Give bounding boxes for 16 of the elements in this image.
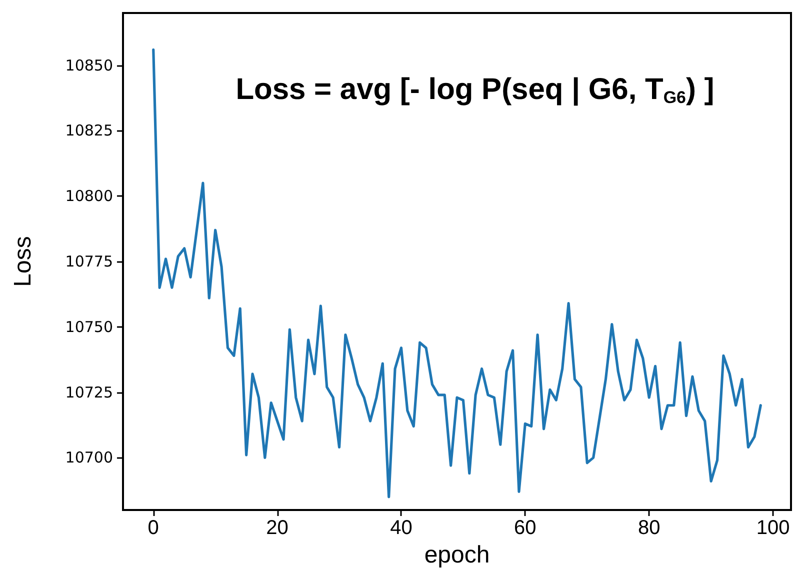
x-axis-title: epoch xyxy=(424,541,490,568)
y-tick-label: 10850 xyxy=(65,56,113,74)
y-tick-label: 10725 xyxy=(65,383,113,402)
y-tick-label: 10800 xyxy=(65,187,113,206)
y-tick-label: 10750 xyxy=(65,318,113,336)
x-tick-label: 100 xyxy=(756,517,790,539)
x-tick-label: 0 xyxy=(148,517,159,539)
y-tick-label: 10700 xyxy=(65,448,113,467)
x-tick-label: 80 xyxy=(638,517,660,539)
x-tick-label: 60 xyxy=(514,517,536,539)
line-series xyxy=(152,48,762,498)
y-tick-label: 10825 xyxy=(65,122,113,140)
y-axis-title: Loss xyxy=(10,236,36,287)
x-tick-label: 40 xyxy=(390,517,412,539)
x-tick-label: 20 xyxy=(266,517,288,539)
y-tick-label: 10775 xyxy=(65,252,113,270)
